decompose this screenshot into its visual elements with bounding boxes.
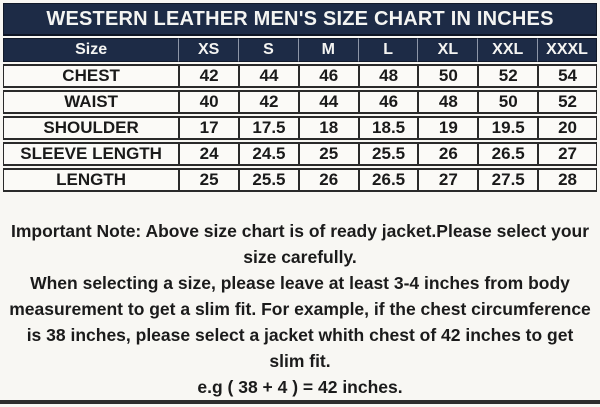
cell-value: 48 [417,90,478,114]
cell-value: 42 [238,90,298,114]
cell-value: 27 [417,168,478,192]
cell-value: 26.5 [357,168,418,192]
cell-value: 48 [357,64,418,88]
cell-value: 25 [297,142,358,166]
cell-value: 50 [417,64,478,88]
row-label: SHOULDER [3,116,179,140]
column-header-l: L [357,38,418,62]
cell-value: 19 [417,116,478,140]
cell-value: 46 [297,64,358,88]
table-row-waist: WAIST 40 42 44 46 48 50 52 [3,90,597,114]
cell-value: 27.5 [477,168,538,192]
column-header-xs: XS [178,38,239,62]
cell-value: 26 [417,142,478,166]
cell-value: 40 [178,90,239,114]
column-header-xl: XL [417,38,478,62]
page-title: WESTERN LEATHER MEN'S SIZE CHART IN INCH… [3,3,597,36]
table-row-length: LENGTH 25 25.5 26 26.5 27 27.5 28 [3,168,597,192]
cell-value: 25.5 [238,168,298,192]
cell-value: 42 [178,64,239,88]
cell-value: 24.5 [238,142,298,166]
table-row-chest: CHEST 42 44 46 48 50 52 54 [3,64,597,88]
cell-value: 44 [297,90,358,114]
row-label: CHEST [3,64,179,88]
row-label: WAIST [3,90,179,114]
note-section: Important Note: Above size chart is of r… [3,218,597,400]
cell-value: 46 [357,90,418,114]
cell-value: 54 [537,64,597,88]
table-row-sleeve-length: SLEEVE LENGTH 24 24.5 25 25.5 26 26.5 27 [3,142,597,166]
cell-value: 25.5 [357,142,418,166]
table-header-row: Size XS S M L XL XXL XXXL [3,38,597,62]
table-row-shoulder: SHOULDER 17 17.5 18 18.5 19 19.5 20 [3,116,597,140]
cell-value: 18 [297,116,358,140]
column-header-s: S [238,38,298,62]
cell-value: 18.5 [357,116,418,140]
column-header-size: Size [3,38,179,62]
row-label: LENGTH [3,168,179,192]
cell-value: 27 [537,142,597,166]
cell-value: 50 [477,90,538,114]
cell-value: 28 [537,168,597,192]
column-header-m: M [297,38,358,62]
cell-value: 24 [178,142,239,166]
note-paragraph-important: Important Note: Above size chart is of r… [10,221,590,267]
cell-value: 17 [178,116,239,140]
cell-value: 20 [537,116,597,140]
cell-value: 17.5 [238,116,298,140]
cell-value: 25 [178,168,239,192]
row-label: SLEEVE LENGTH [3,142,179,166]
cell-value: 52 [537,90,597,114]
note-paragraph-example: e.g ( 38 + 4 ) = 42 inches. [197,377,403,397]
cell-value: 26 [297,168,358,192]
cell-value: 44 [238,64,298,88]
size-table: Size XS S M L XL XXL XXXL CHEST 42 44 46… [3,36,597,194]
column-header-xxl: XXL [477,38,538,62]
cell-value: 19.5 [477,116,538,140]
column-header-xxxl: XXXL [537,38,597,62]
bottom-divider [0,400,600,404]
note-paragraph-sizing-advice: When selecting a size, please leave at l… [9,273,591,371]
cell-value: 52 [477,64,538,88]
cell-value: 26.5 [477,142,538,166]
